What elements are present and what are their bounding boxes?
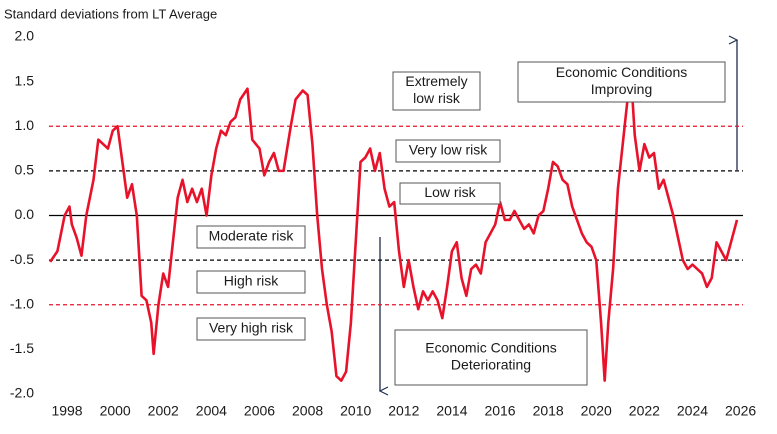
data-line <box>49 75 739 382</box>
x-tick-label: 2016 <box>484 403 515 419</box>
x-tick-label: 2022 <box>629 403 660 419</box>
annotation-box <box>517 61 726 103</box>
annotation-box <box>395 139 501 163</box>
annotation-text: Moderate risk <box>209 228 295 244</box>
y-tick-label: 1.0 <box>15 117 35 133</box>
x-tick-label: 1998 <box>51 403 82 419</box>
x-tick-label: 2010 <box>340 403 371 419</box>
annotation-text: low risk <box>413 90 461 106</box>
y-tick-label: -0.5 <box>10 251 34 267</box>
annotation-text: Deteriorating <box>451 357 531 373</box>
x-tick-label: 2014 <box>436 403 467 419</box>
annotation-box <box>399 182 501 205</box>
annotation-text: Economic Conditions <box>425 340 557 356</box>
annotation-box <box>394 329 588 386</box>
annotation-text: Low risk <box>424 184 476 200</box>
x-tick-label: 2004 <box>196 403 227 419</box>
y-tick-label: 1.5 <box>15 72 35 88</box>
annotation-box <box>196 270 306 294</box>
x-tick-label: 2008 <box>292 403 323 419</box>
x-tick-label: 2012 <box>388 403 419 419</box>
y-tick-label: 2.0 <box>15 28 35 44</box>
y-tick-label: -1.5 <box>10 340 34 356</box>
annotation-text: Very high risk <box>209 320 294 336</box>
x-tick-label: 2018 <box>533 403 564 419</box>
y-axis-title: Standard deviations from LT Average <box>4 6 217 21</box>
x-tick-label: 2020 <box>581 403 612 419</box>
annotation-box <box>196 317 306 341</box>
annotation-box <box>196 225 306 249</box>
y-tick-label: 0.5 <box>15 162 35 178</box>
x-tick-label: 2006 <box>244 403 275 419</box>
y-tick-label: -2.0 <box>10 385 34 401</box>
x-tick-label: 2026 <box>725 403 756 419</box>
x-tick-label: 2024 <box>677 403 708 419</box>
y-tick-label: 0.0 <box>15 206 35 222</box>
y-tick-label: -1.0 <box>10 295 34 311</box>
x-tick-label: 2002 <box>148 403 179 419</box>
annotation-text: Economic Conditions <box>556 64 688 80</box>
x-tick-label: 2000 <box>100 403 131 419</box>
annotation-text: Extremely <box>405 73 467 89</box>
annotation-text: Improving <box>591 81 652 97</box>
annotation-text: High risk <box>224 273 279 289</box>
annotation-box <box>392 71 481 111</box>
annotation-text: Very low risk <box>409 142 489 158</box>
